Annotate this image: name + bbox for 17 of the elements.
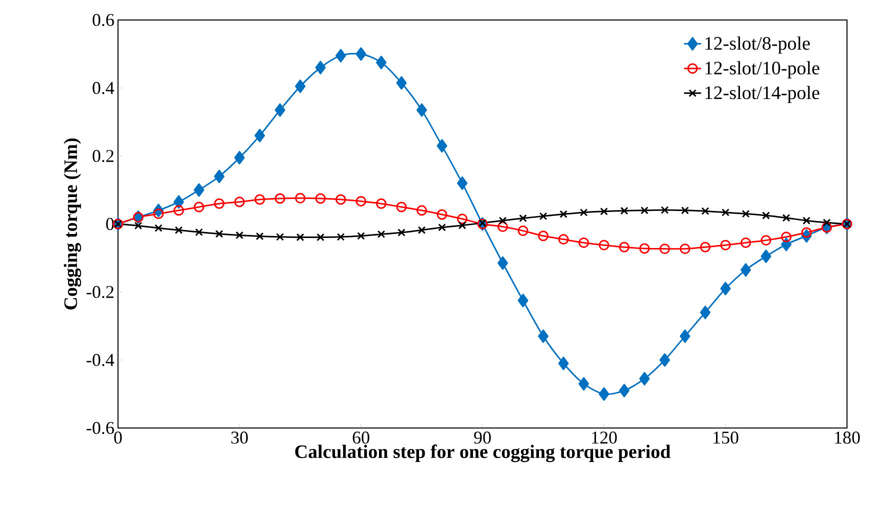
x-tick-label: 60 — [352, 432, 370, 444]
x-axis-title: Calculation step for one cogging torque period — [295, 444, 671, 462]
x-tick-label: 150 — [714, 432, 738, 444]
y-tick-label: -0.6 — [86, 422, 114, 434]
y-tick-label: 0.6 — [92, 14, 114, 26]
x-tick-label: 180 — [835, 432, 860, 444]
y-tick-label: -0.4 — [86, 354, 114, 366]
x-tick-label: 120 — [592, 432, 617, 444]
x-tick-label: 90 — [474, 432, 491, 444]
legend-label: 12-slot/14-pole — [706, 86, 820, 104]
y-axis-title: Cogging torque (Nm) — [64, 138, 82, 310]
y-tick-label: 0.4 — [92, 82, 114, 94]
x-tick-label: 30 — [231, 432, 248, 444]
legend-label: 12-slot/10-pole — [706, 61, 820, 78]
legend-label: 12-slot/8-pole — [706, 36, 810, 54]
y-tick-label: 0.2 — [92, 150, 114, 162]
y-tick-label: -0.2 — [86, 286, 114, 298]
